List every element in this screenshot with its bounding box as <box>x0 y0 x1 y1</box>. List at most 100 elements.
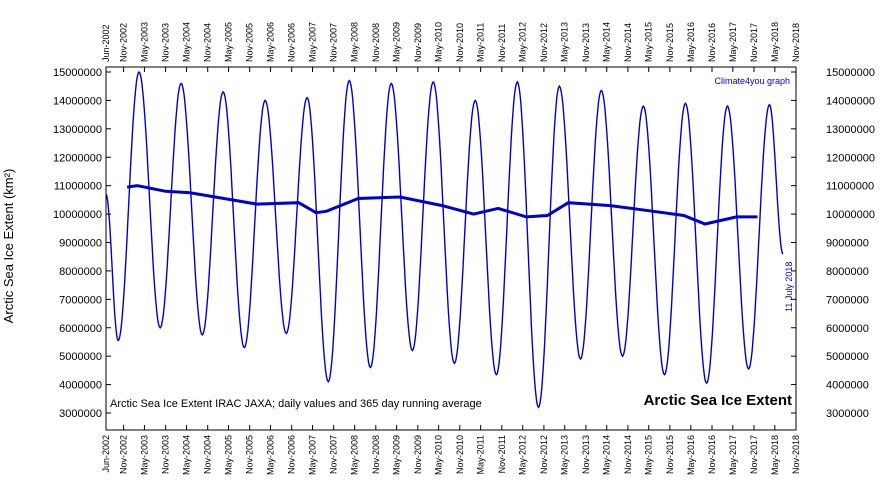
x-tick-label-bottom: May-2010 <box>434 435 444 475</box>
y-tick-label-left: 7000000 <box>59 294 102 306</box>
x-tick-label-bottom: May-2009 <box>392 435 402 475</box>
y-tick-label-left: 10000000 <box>53 209 102 221</box>
y-tick-label-left: 4000000 <box>59 380 102 392</box>
x-tick-label-top: Nov-2004 <box>203 23 213 62</box>
y-tick-label-right: 11000000 <box>826 181 874 193</box>
y-tick-label-left: 6000000 <box>59 323 102 335</box>
x-tick-label-bottom: May-2015 <box>644 435 654 475</box>
x-tick-label-bottom: Nov-2004 <box>203 435 213 474</box>
y-tick-label-right: 10000000 <box>826 209 875 221</box>
y-tick-label-left: 14000000 <box>53 95 102 107</box>
x-tick-label-top: Nov-2015 <box>665 23 675 62</box>
x-tick-label-top: May-2017 <box>728 22 738 62</box>
y-tick-label-right: 15000000 <box>826 67 875 79</box>
x-tick-label-bottom: Nov-2013 <box>581 435 591 474</box>
x-tick-label-top: Nov-2018 <box>791 23 801 62</box>
x-tick-label-top: Nov-2012 <box>539 23 549 62</box>
x-tick-label-bottom: Nov-2010 <box>455 435 465 474</box>
x-tick-label-bottom: May-2007 <box>308 435 318 475</box>
x-tick-label-bottom: May-2013 <box>560 435 570 475</box>
y-tick-label-right: 3000000 <box>826 408 869 420</box>
x-tick-label-bottom: May-2018 <box>770 435 780 475</box>
x-tick-label-top: May-2008 <box>350 22 360 62</box>
y-tick-label-left: 15000000 <box>53 67 102 79</box>
x-tick-label-bottom: May-2014 <box>602 435 612 475</box>
x-tick-label-top: Nov-2011 <box>497 24 507 62</box>
y-tick-label-right: 4000000 <box>826 380 869 392</box>
x-tick-label-bottom: May-2008 <box>350 435 360 475</box>
y-tick-label-right: 6000000 <box>826 323 869 335</box>
x-tick-label-bottom: Nov-2008 <box>371 435 381 474</box>
y-tick-label-right: 13000000 <box>826 124 875 136</box>
x-tick-label-top: Nov-2009 <box>413 23 423 62</box>
x-tick-label-top: May-2011 <box>476 23 486 62</box>
x-tick-label-bottom: May-2012 <box>518 435 528 475</box>
x-tick-label-top: May-2018 <box>770 22 780 62</box>
x-tick-label-top: Nov-2016 <box>707 23 717 62</box>
x-tick-label-top: Nov-2002 <box>119 23 129 62</box>
x-tick-label-bottom: Nov-2018 <box>791 435 801 474</box>
x-tick-label-top: May-2010 <box>434 22 444 62</box>
x-tick-label-top: May-2006 <box>266 22 276 62</box>
y-tick-label-left: 11000000 <box>54 181 102 193</box>
x-tick-label-top: Nov-2013 <box>581 23 591 62</box>
y-tick-label-left: 12000000 <box>53 152 102 164</box>
y-ticks-right: 3000000 4000000 5000000 6000000 7000000 80000… <box>791 67 875 420</box>
x-tick-label-top: Nov-2007 <box>329 23 339 62</box>
y-tick-label-right: 9000000 <box>826 238 869 250</box>
x-tick-label-bottom: Nov-2012 <box>539 435 549 474</box>
y-tick-label-right: 5000000 <box>826 351 869 363</box>
x-tick-label-bottom: Nov-2017 <box>749 435 759 474</box>
x-tick-label-bottom: Nov-2015 <box>665 435 675 474</box>
y-tick-label-left: 8000000 <box>59 266 102 278</box>
plot-frame <box>105 66 797 431</box>
x-tick-label-bottom: Nov-2006 <box>287 435 297 474</box>
x-tick-label-top: May-2012 <box>518 22 528 62</box>
x-tick-label-top: Nov-2010 <box>455 23 465 62</box>
x-tick-label-top: May-2009 <box>392 22 402 62</box>
x-tick-label-top: Nov-2005 <box>245 23 255 62</box>
x-tick-label-top: May-2015 <box>644 22 654 62</box>
y-tick-label-left: 3000000 <box>59 408 102 420</box>
x-tick-label-bottom: Nov-2002 <box>119 435 129 474</box>
x-tick-label-bottom: May-2004 <box>182 435 192 475</box>
x-tick-label-top: May-2005 <box>224 22 234 62</box>
x-tick-label-bottom: May-2005 <box>224 435 234 475</box>
x-tick-label-bottom: Jun-2002 <box>101 435 111 473</box>
running-average-line <box>126 184 758 226</box>
x-tick-label-top: Nov-2003 <box>161 23 171 62</box>
x-tick-label-top: May-2014 <box>602 22 612 62</box>
x-tick-label-top: May-2004 <box>182 22 192 62</box>
x-tick-label-top: May-2007 <box>308 22 318 62</box>
x-tick-label-top: Nov-2006 <box>287 23 297 62</box>
y-ticks-left: 3000000 4000000 5000000 6000000 7000000 80000… <box>53 67 111 420</box>
credit-label: Climate4you graph <box>714 76 790 86</box>
plot-frame-layer <box>105 66 797 431</box>
x-tick-label-top: May-2016 <box>686 22 696 62</box>
y-tick-label-right: 8000000 <box>826 266 869 278</box>
x-tick-label-top: May-2013 <box>560 22 570 62</box>
x-tick-label-bottom: May-2016 <box>686 435 696 475</box>
daily-values-line <box>105 70 784 409</box>
y-tick-label-left: 13000000 <box>53 124 102 136</box>
y-tick-label-right: 12000000 <box>826 152 875 164</box>
y-tick-label-right: 7000000 <box>826 294 869 306</box>
x-tick-label-top: Jun-2002 <box>101 24 111 62</box>
x-tick-label-bottom: Nov-2003 <box>161 435 171 474</box>
y-axis-label: Arctic Sea Ice Extent (km²) <box>1 169 16 324</box>
chart-subtitle: Arctic Sea Ice Extent IRAC JAXA; daily v… <box>110 398 482 410</box>
end-date-annotation: 11 July 2018 <box>784 262 794 312</box>
x-tick-label-bottom: May-2017 <box>728 435 738 475</box>
x-ticks-top: Jun-2002 Nov-2002 May-2003 Nov-2003 May-2004… <box>101 22 801 72</box>
x-tick-label-bottom: Nov-2007 <box>329 435 339 474</box>
x-ticks-bottom: Jun-2002 Nov-2002 May-2003 Nov-2003 May-2004… <box>101 425 801 475</box>
x-tick-label-bottom: Nov-2016 <box>707 435 717 474</box>
y-tick-label-left: 9000000 <box>59 238 102 250</box>
x-tick-label-top: Nov-2008 <box>371 23 381 62</box>
x-tick-label-top: Nov-2017 <box>749 23 759 62</box>
y-tick-label-left: 5000000 <box>59 351 102 363</box>
x-tick-label-bottom: May-2003 <box>139 435 149 475</box>
x-tick-label-bottom: May-2006 <box>266 435 276 475</box>
